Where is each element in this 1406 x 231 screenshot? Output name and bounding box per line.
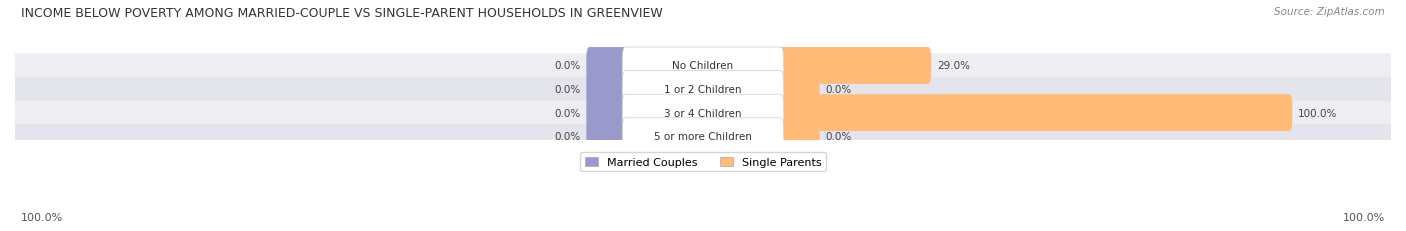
FancyBboxPatch shape (15, 54, 1391, 78)
Text: 5 or more Children: 5 or more Children (654, 132, 752, 142)
FancyBboxPatch shape (778, 48, 931, 85)
FancyBboxPatch shape (586, 71, 628, 108)
FancyBboxPatch shape (15, 101, 1391, 125)
FancyBboxPatch shape (778, 118, 820, 155)
Text: 3 or 4 Children: 3 or 4 Children (664, 108, 742, 118)
Text: 100.0%: 100.0% (21, 212, 63, 222)
Text: 0.0%: 0.0% (825, 132, 852, 142)
FancyBboxPatch shape (778, 95, 1292, 131)
Text: 0.0%: 0.0% (554, 85, 581, 95)
Text: 1 or 2 Children: 1 or 2 Children (664, 85, 742, 95)
Text: 0.0%: 0.0% (825, 85, 852, 95)
FancyBboxPatch shape (623, 71, 783, 108)
Text: INCOME BELOW POVERTY AMONG MARRIED-COUPLE VS SINGLE-PARENT HOUSEHOLDS IN GREENVI: INCOME BELOW POVERTY AMONG MARRIED-COUPL… (21, 7, 662, 20)
Text: No Children: No Children (672, 61, 734, 71)
FancyBboxPatch shape (15, 125, 1391, 149)
FancyBboxPatch shape (15, 78, 1391, 102)
Text: 0.0%: 0.0% (554, 61, 581, 71)
Text: 0.0%: 0.0% (554, 132, 581, 142)
FancyBboxPatch shape (586, 118, 628, 155)
FancyBboxPatch shape (586, 95, 628, 131)
FancyBboxPatch shape (586, 48, 628, 85)
FancyBboxPatch shape (778, 71, 820, 108)
Text: 29.0%: 29.0% (938, 61, 970, 71)
Text: Source: ZipAtlas.com: Source: ZipAtlas.com (1274, 7, 1385, 17)
FancyBboxPatch shape (623, 95, 783, 131)
FancyBboxPatch shape (623, 118, 783, 155)
Text: 100.0%: 100.0% (1298, 108, 1337, 118)
Legend: Married Couples, Single Parents: Married Couples, Single Parents (581, 152, 825, 172)
Text: 100.0%: 100.0% (1343, 212, 1385, 222)
FancyBboxPatch shape (623, 48, 783, 85)
Text: 0.0%: 0.0% (554, 108, 581, 118)
